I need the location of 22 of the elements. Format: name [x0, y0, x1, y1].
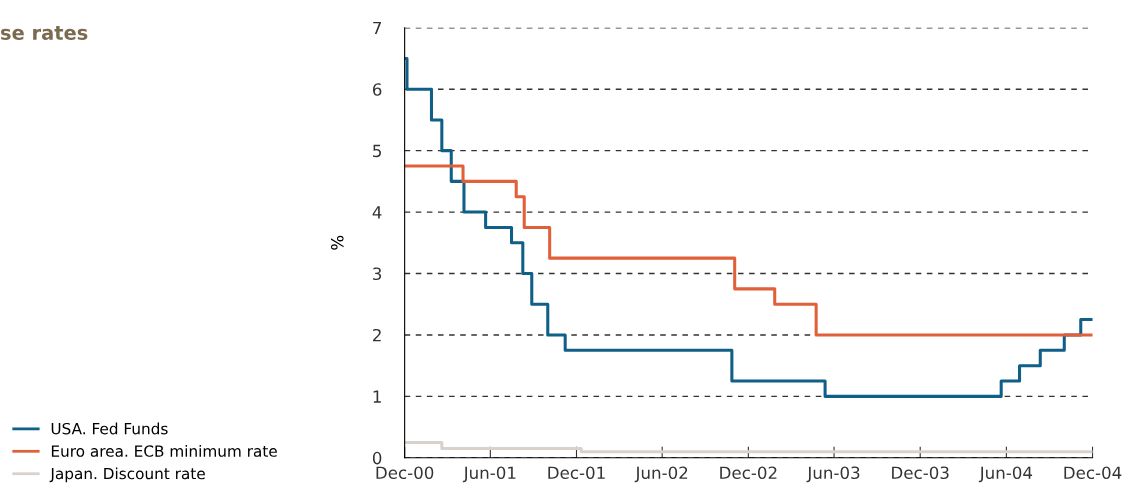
x-tick-label: Dec-04 — [1064, 466, 1122, 480]
y-axis-title: % — [330, 235, 344, 250]
x-tick-label: Dec-02 — [720, 466, 777, 480]
y-tick-label: 3 — [373, 267, 382, 281]
x-tick-label: Dec-01 — [548, 466, 605, 480]
x-tick-label: Jun-04 — [978, 466, 1033, 483]
y-tick-label: 6 — [372, 83, 382, 96]
x-tick-label: Jun-02 — [634, 466, 688, 483]
legend-label: Euro area. ECB minimum rate — [51, 445, 277, 457]
y-tick-label: 4 — [372, 206, 382, 219]
y-tick-label: 7 — [373, 21, 381, 35]
x-tick-label: Dec-03 — [892, 466, 949, 480]
x-tick-label: Jun-01 — [462, 466, 516, 483]
x-tick-label: Jun-03 — [806, 466, 860, 483]
legend-label: USA. Fed Funds — [51, 422, 168, 435]
y-tick-label: 5 — [373, 144, 381, 158]
y-tick-label: 1 — [373, 390, 381, 403]
legend-label: Japan. Discount rate — [49, 467, 205, 483]
y-tick-label: 0 — [372, 451, 382, 465]
y-tick-label: 2 — [373, 328, 381, 342]
x-tick-label: Dec-00 — [376, 466, 434, 480]
text: se rates — [1, 26, 88, 40]
